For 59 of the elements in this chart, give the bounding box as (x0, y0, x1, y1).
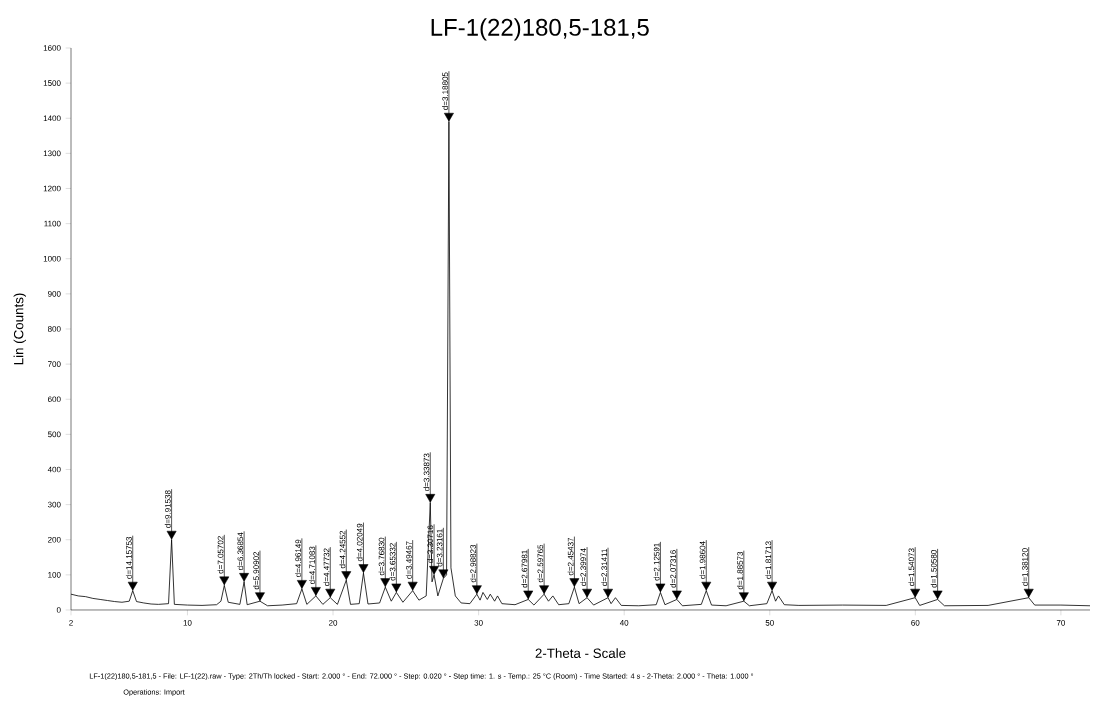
annotation: d=6.36854 (237, 532, 244, 570)
y-tick-label: 200 (48, 536, 61, 543)
annotation: d=2.59765 (537, 544, 544, 583)
annotation: d=4.96149 (295, 539, 301, 577)
y-tick-label: 1400 (43, 115, 61, 122)
annotation: d=1.81713 (765, 541, 772, 579)
annotation: d=3.18805 (442, 72, 448, 110)
y-tick-label: 600 (48, 396, 61, 403)
annotation: d=1.54073 (908, 548, 915, 586)
annotation: d=3.76830 (378, 537, 385, 576)
annotation: d=2.12591 (653, 543, 660, 581)
annotation: d=3.49467 (405, 541, 412, 579)
x-axis-title: 2-Theta - Scale (535, 648, 626, 658)
x-tick-label: 30 (474, 620, 483, 626)
y-tick-label: 1000 (43, 255, 61, 262)
annotation: d=7.05702 (217, 536, 224, 574)
y-tick-label: 0 (56, 607, 61, 613)
y-axis-title: Lin (Counts) (13, 293, 27, 365)
y-tick-label: 800 (47, 326, 61, 332)
y-tick-label: 700 (48, 361, 61, 367)
x-tick-label: 50 (765, 620, 774, 626)
annotation: d=9.91538 (164, 490, 171, 528)
y-tick-label: 1600 (43, 45, 61, 51)
annotation: d=3.33873 (423, 453, 430, 491)
annotation: d=1.38120 (1021, 548, 1028, 586)
annotation: d=4.02049 (356, 523, 363, 562)
y-tick-label: 100 (48, 572, 61, 578)
annotation: d=2.67981 (521, 550, 528, 588)
chart-title: LF-1(22)180,5-181,5 (431, 18, 649, 41)
x-tick-label: 10 (183, 620, 192, 626)
x-tick-label: 2 (69, 620, 73, 626)
annotation: d=4.71083 (309, 546, 315, 584)
annotation: d=1.50580 (930, 550, 937, 588)
annotation: d=14.15753 (125, 536, 132, 579)
y-tick-label: 400 (47, 466, 61, 473)
annotation: d=2.98823 (470, 544, 476, 583)
x-tick-label: 40 (619, 620, 629, 626)
annotation: d=3.30716 (427, 525, 434, 563)
annotation: d=4.24552 (339, 530, 346, 569)
y-tick-label: 1200 (43, 185, 61, 192)
annotation: d=2.45437 (567, 537, 574, 576)
y-tick-label: 1500 (43, 80, 61, 86)
annotation: d=2.31411 (601, 549, 608, 586)
annotation: d=1.88573 (737, 551, 743, 590)
y-tick-label: 500 (47, 431, 61, 438)
annotation: d=3.23161 (436, 529, 443, 567)
y-tick-label: 300 (47, 501, 61, 508)
annotation: d=2.07316 (670, 550, 676, 588)
y-tick-label: 1100 (44, 220, 61, 227)
y-tick-label: 900 (47, 291, 61, 297)
y-tick-label: 1300 (43, 150, 61, 157)
annotation: d=4.47732 (323, 548, 330, 586)
x-tick-label: 60 (911, 620, 920, 626)
annotation: d=2.39974 (580, 548, 587, 586)
annotation: d=5.90902 (253, 551, 260, 590)
x-tick-label: 20 (328, 620, 338, 626)
annotation: d=1.98604 (699, 541, 706, 579)
annotation: d=3.65332 (389, 543, 396, 581)
x-tick-label: 70 (1056, 620, 1066, 626)
